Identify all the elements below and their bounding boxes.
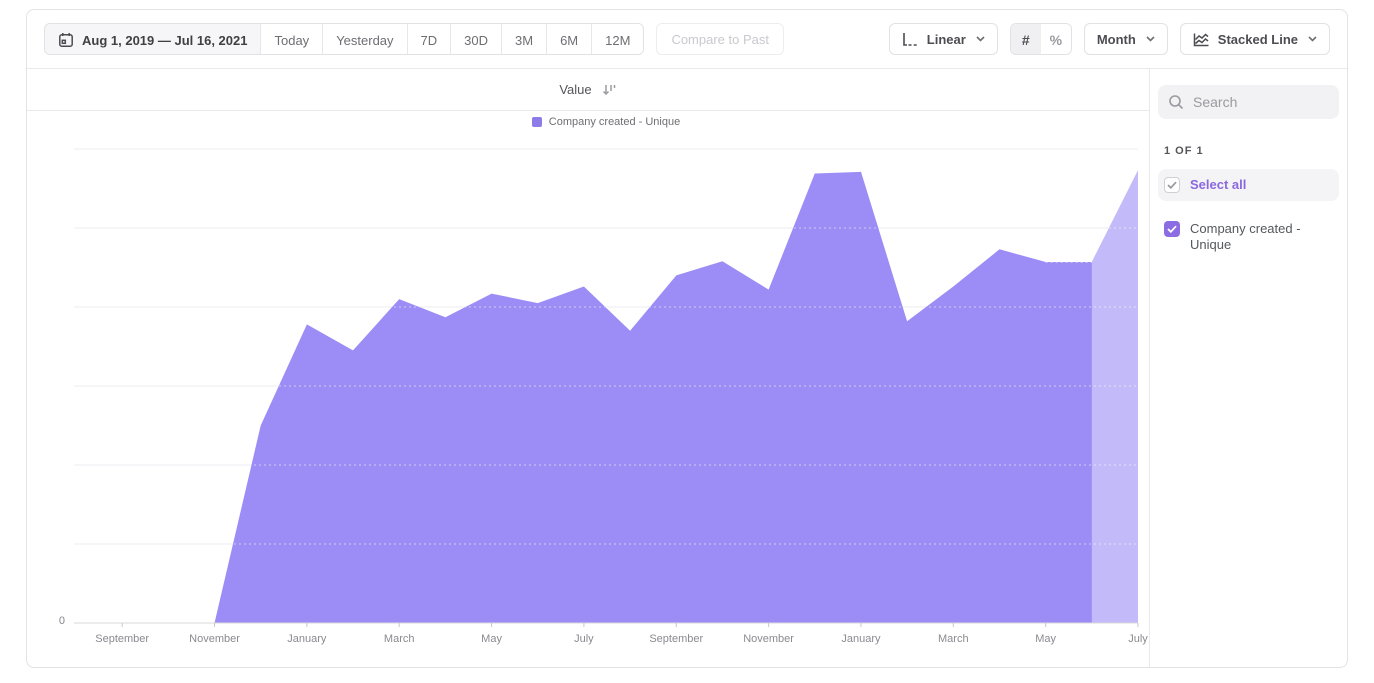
x-axis-tick-label: May: [481, 633, 502, 645]
series-checkbox[interactable]: [1164, 221, 1180, 237]
date-range-group: Aug 1, 2019 — Jul 16, 2021 Today Yesterda…: [44, 23, 645, 55]
series-item-label: Company created - Unique: [1190, 221, 1301, 252]
date-range-label: Aug 1, 2019 — Jul 16, 2021: [82, 32, 248, 48]
search-input[interactable]: [1193, 94, 1329, 110]
value-sort-label: Value: [559, 82, 592, 97]
quick-range-button-30d[interactable]: 30D: [451, 24, 503, 54]
legend-label: Company created - Unique: [548, 116, 681, 128]
quick-range-button-today[interactable]: Today: [261, 24, 324, 54]
percent-toggle[interactable]: %: [1040, 24, 1071, 54]
value-sort-header[interactable]: Value: [27, 69, 1149, 111]
x-axis-tick-label: January: [841, 633, 881, 645]
chart-type-dropdown-label: Stacked Line: [1217, 31, 1298, 47]
chart-legend: Company created - Unique: [74, 116, 1138, 128]
absolute-number-toggle[interactable]: #: [1010, 24, 1041, 54]
y-axis-zero-label: 0: [58, 615, 65, 627]
x-axis-tick-label: July: [574, 633, 594, 645]
chart-panel: Value Company created - Unique 0 Septemb…: [27, 69, 1149, 667]
series-item-row[interactable]: Company created - Unique: [1158, 213, 1339, 261]
interval-dropdown-label: Month: [1096, 31, 1136, 47]
stacked-line-chart-icon: [1193, 32, 1209, 46]
linear-axis-icon: [902, 32, 918, 46]
search-box[interactable]: [1158, 85, 1339, 119]
search-icon: [1169, 95, 1184, 110]
series-sidebar: 1 OF 1 Select all Company created - Uniq…: [1149, 69, 1347, 667]
series-count-label: 1 OF 1: [1164, 145, 1204, 157]
x-axis-tick-label: March: [938, 633, 969, 645]
select-all-row[interactable]: Select all: [1158, 169, 1339, 201]
checkmark-icon: [1167, 225, 1177, 233]
quick-range-button-3m[interactable]: 3M: [502, 24, 548, 54]
quick-range-button-6m[interactable]: 6M: [547, 24, 593, 54]
value-format-toggle: # %: [1009, 23, 1072, 55]
area-chart: [74, 148, 1139, 627]
x-axis-tick-label: March: [383, 633, 415, 645]
x-axis-tick-label: November: [189, 633, 240, 645]
toolbar: Aug 1, 2019 — Jul 16, 2021 Today Yesterda…: [27, 10, 1347, 69]
quick-range-button-7d[interactable]: 7D: [407, 24, 452, 54]
x-axis-tick-label: January: [287, 633, 327, 645]
report-card: Aug 1, 2019 — Jul 16, 2021 Today Yesterda…: [26, 9, 1348, 668]
scale-dropdown[interactable]: Linear: [888, 23, 998, 55]
chevron-down-icon: [1308, 36, 1317, 42]
report-body: Value Company created - Unique 0 Septemb…: [27, 69, 1347, 667]
x-axis-tick-label: September: [95, 633, 150, 645]
checkmark-icon: [1167, 181, 1177, 189]
chevron-down-icon: [976, 36, 985, 42]
scale-dropdown-label: Linear: [926, 31, 966, 47]
compare-to-past-button[interactable]: Compare to Past: [656, 23, 784, 55]
select-all-checkbox[interactable]: [1164, 177, 1180, 193]
plot-area[interactable]: Company created - Unique 0 September Nove…: [27, 111, 1149, 667]
interval-dropdown[interactable]: Month: [1083, 23, 1168, 55]
date-range-button[interactable]: Aug 1, 2019 — Jul 16, 2021: [45, 24, 262, 54]
sort-descending-icon: [602, 84, 615, 95]
select-all-label: Select all: [1190, 177, 1247, 192]
chevron-down-icon: [1146, 36, 1155, 42]
chart-type-dropdown[interactable]: Stacked Line: [1179, 23, 1330, 55]
legend-swatch: [531, 117, 542, 127]
x-axis-tick-label: November: [743, 633, 794, 645]
x-axis-tick-label: May: [1035, 633, 1057, 645]
calendar-icon: [59, 33, 73, 47]
quick-range-button-12m[interactable]: 12M: [592, 24, 644, 54]
x-axis-tick-label: September: [649, 633, 704, 645]
x-axis-tick-label: July: [1128, 633, 1148, 645]
quick-range-button-yesterday[interactable]: Yesterday: [323, 24, 408, 54]
